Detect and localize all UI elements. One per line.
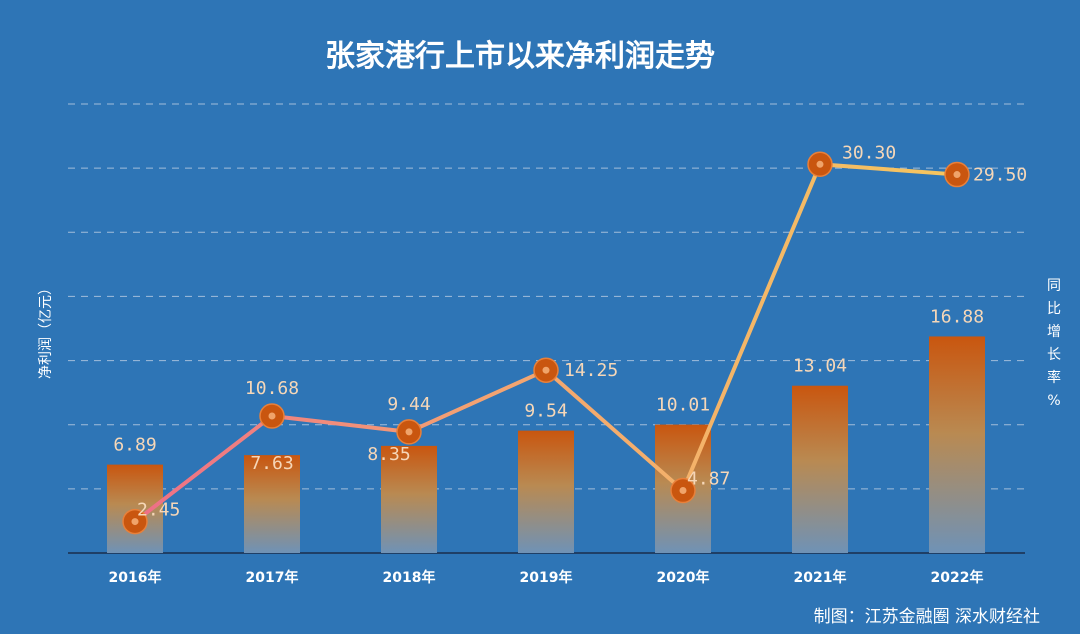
y2-axis-title-char: 长	[1047, 347, 1061, 363]
x-tick-label: 2022年	[931, 569, 984, 586]
x-tick-label: 2020年	[657, 569, 710, 586]
bar-series: 6.89 7.63 8.35 9.54 10.01 13.04 16.88	[107, 306, 985, 553]
bar-data-label: 8.35	[367, 444, 410, 465]
y2-axis-title-char: 同	[1047, 278, 1061, 294]
bar-data-label: 16.88	[930, 306, 984, 327]
x-tick-label: 2016年	[109, 569, 162, 586]
y2-axis-title-char: 增	[1047, 324, 1061, 340]
growth-data-label: 10.68	[245, 378, 299, 399]
x-tick-label: 2021年	[794, 569, 847, 586]
y-axis-title: 净利润（亿元）	[38, 281, 54, 379]
x-tick-labels: 2016年 2017年 2018年 2019年 2020年 2021年 2022年	[109, 569, 984, 586]
bar-data-label: 9.54	[524, 401, 567, 422]
chart-title: 张家港行上市以来净利润走势	[325, 39, 715, 74]
bar-data-label: 10.01	[656, 395, 710, 416]
growth-data-label: 2.45	[137, 500, 180, 521]
bar	[518, 430, 574, 553]
y2-axis-title-char: 率	[1047, 369, 1061, 386]
growth-marker-dot	[953, 171, 961, 179]
x-tick-label: 2017年	[246, 569, 299, 586]
bar-data-label: 6.89	[113, 435, 156, 456]
growth-data-label: 4.87	[687, 469, 730, 490]
growth-marker-dot	[268, 412, 276, 420]
growth-marker-dot	[405, 428, 413, 436]
growth-marker-dot	[542, 366, 550, 374]
bar	[792, 385, 848, 553]
growth-marker-dot	[131, 518, 139, 526]
bar	[929, 336, 985, 553]
growth-data-label: 30.30	[842, 142, 896, 163]
bar	[244, 455, 300, 553]
bar-data-label: 13.04	[793, 356, 847, 377]
growth-line-series: 2.45 10.68 9.44 14.25 4.87 30.30 29.50	[122, 142, 1027, 535]
x-tick-label: 2019年	[520, 569, 573, 586]
bar	[381, 445, 437, 553]
growth-data-label: 9.44	[387, 394, 430, 415]
growth-marker-dot	[816, 160, 824, 168]
growth-data-label: 14.25	[564, 360, 618, 381]
growth-marker-dot	[679, 487, 687, 495]
growth-data-label: 29.50	[973, 165, 1027, 186]
y2-axis-title-char: %	[1047, 393, 1060, 409]
chart-credit: 制图：江苏金融圈 深水财经社	[814, 607, 1040, 627]
bar-data-label: 7.63	[250, 453, 293, 474]
x-tick-label: 2018年	[383, 569, 436, 586]
y2-axis-title-char: 比	[1047, 301, 1061, 317]
